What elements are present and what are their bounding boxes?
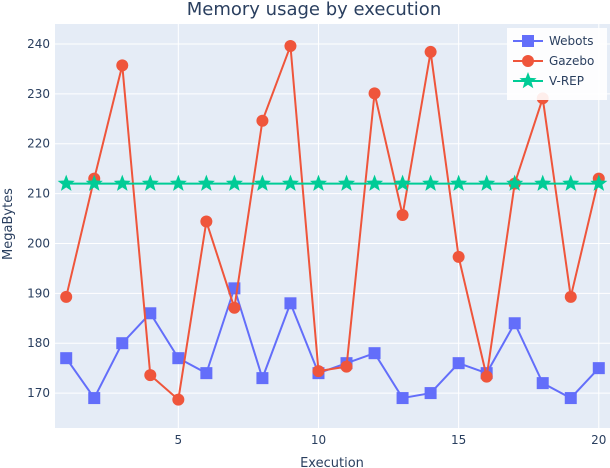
legend-label-webots: Webots	[549, 34, 593, 48]
y-tick-label: 210	[27, 187, 50, 201]
v-rep-series	[57, 174, 608, 191]
webots-point	[396, 392, 409, 405]
gazebo-point	[564, 290, 577, 303]
gazebo-point	[368, 87, 381, 100]
v-rep-point	[506, 174, 524, 191]
y-tick-label: 190	[27, 286, 50, 300]
legend-item-webots[interactable]: Webots	[513, 34, 593, 48]
webots-point	[144, 307, 157, 320]
legend-marker-gazebo	[522, 55, 534, 67]
gazebo-point	[200, 215, 213, 228]
y-tick-label: 170	[27, 386, 50, 400]
gazebo-point	[60, 290, 73, 303]
x-axis-ticks: 5 10 15 20	[175, 433, 607, 447]
series-layer	[57, 39, 608, 406]
gazebo-point	[172, 393, 185, 406]
webots-point	[256, 372, 269, 385]
webots-point	[284, 297, 297, 310]
x-tick-label: 15	[451, 433, 466, 447]
v-rep-point	[309, 174, 328, 191]
y-tick-label: 200	[27, 236, 50, 250]
x-tick-label: 5	[175, 433, 183, 447]
gazebo-point	[228, 301, 241, 314]
y-tick-label: 230	[27, 87, 50, 101]
y-tick-label: 240	[27, 37, 50, 51]
webots-point	[200, 367, 213, 380]
v-rep-point	[337, 174, 356, 191]
x-tick-label: 10	[311, 433, 326, 447]
gazebo-point	[312, 365, 325, 378]
webots-point	[172, 352, 185, 365]
v-rep-point	[197, 174, 215, 191]
gazebo-point	[424, 45, 437, 58]
webots-point	[60, 352, 73, 365]
v-rep-point	[394, 174, 412, 191]
gazebo-line	[65, 45, 600, 402]
x-axis-title: Execution	[300, 456, 364, 468]
v-rep-point	[113, 174, 131, 191]
webots-point	[452, 357, 465, 370]
v-rep-point	[450, 174, 468, 191]
v-rep-point	[562, 174, 580, 191]
legend-label-v-rep: V-REP	[549, 74, 584, 88]
webots-point	[564, 392, 577, 405]
v-rep-point	[85, 174, 103, 191]
v-rep-point	[478, 174, 496, 191]
y-tick-label: 180	[27, 336, 50, 350]
gazebo-point	[144, 369, 157, 382]
v-rep-point	[365, 174, 384, 191]
gazebo-point	[452, 250, 465, 263]
y-tick-label: 220	[27, 137, 50, 151]
gazebo-point	[284, 39, 297, 52]
gazebo-point	[396, 209, 409, 222]
v-rep-point	[253, 174, 271, 191]
legend[interactable]: Webots Gazebo V-REP	[507, 28, 607, 100]
webots-point	[88, 392, 101, 405]
v-rep-point	[225, 174, 243, 191]
chart-title: Memory usage by execution	[187, 0, 441, 20]
gazebo-point	[340, 360, 353, 373]
legend-label-gazebo: Gazebo	[549, 54, 594, 68]
webots-point	[424, 387, 437, 400]
legend-marker-v-rep	[519, 72, 537, 89]
webots-point	[116, 337, 129, 350]
webots-point	[592, 362, 605, 375]
v-rep-point	[590, 174, 608, 191]
x-tick-label: 20	[591, 433, 606, 447]
v-rep-point	[422, 174, 440, 191]
webots-point	[368, 347, 381, 360]
legend-item-gazebo[interactable]: Gazebo	[513, 54, 594, 68]
gazebo-point	[116, 59, 129, 72]
webots-point	[536, 377, 549, 390]
legend-marker-webots	[522, 35, 534, 47]
v-rep-point	[534, 174, 552, 191]
legend-item-v-rep[interactable]: V-REP	[513, 72, 584, 89]
gazebo-point	[256, 114, 269, 127]
v-rep-point	[281, 174, 300, 191]
webots-point	[508, 317, 521, 330]
y-axis-title: MegaBytes	[1, 188, 16, 260]
v-rep-point	[57, 174, 75, 191]
gazebo-point	[480, 370, 493, 383]
y-axis-ticks: 170 180 190 200 210 220 230 240	[27, 37, 50, 400]
v-rep-point	[141, 174, 159, 191]
v-rep-point	[169, 174, 187, 191]
